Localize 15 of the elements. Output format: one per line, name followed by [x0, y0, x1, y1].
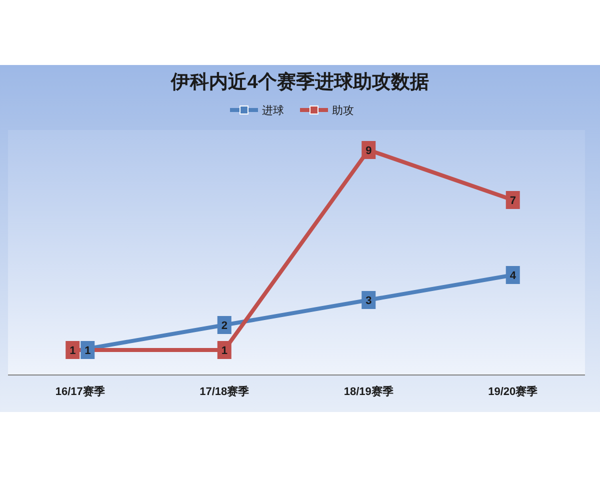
data-label: 9: [366, 145, 372, 157]
x-tick-label: 16/17赛季: [55, 385, 106, 398]
data-label: 3: [366, 295, 372, 307]
legend-label: 助攻: [332, 104, 354, 117]
data-label: 1: [221, 345, 228, 357]
data-label: 2: [221, 320, 228, 332]
legend-label: 进球: [262, 104, 284, 117]
data-label: 1: [70, 345, 76, 357]
data-label: 4: [510, 270, 517, 282]
x-tick-label: 18/19赛季: [344, 385, 394, 398]
data-label: 7: [510, 195, 516, 207]
x-tick-label: 17/18赛季: [200, 385, 250, 398]
x-tick-label: 19/20赛季: [488, 385, 539, 398]
data-label: 1: [84, 345, 91, 357]
chart-title: 伊科内近4个赛季进球助攻数据: [170, 71, 429, 93]
